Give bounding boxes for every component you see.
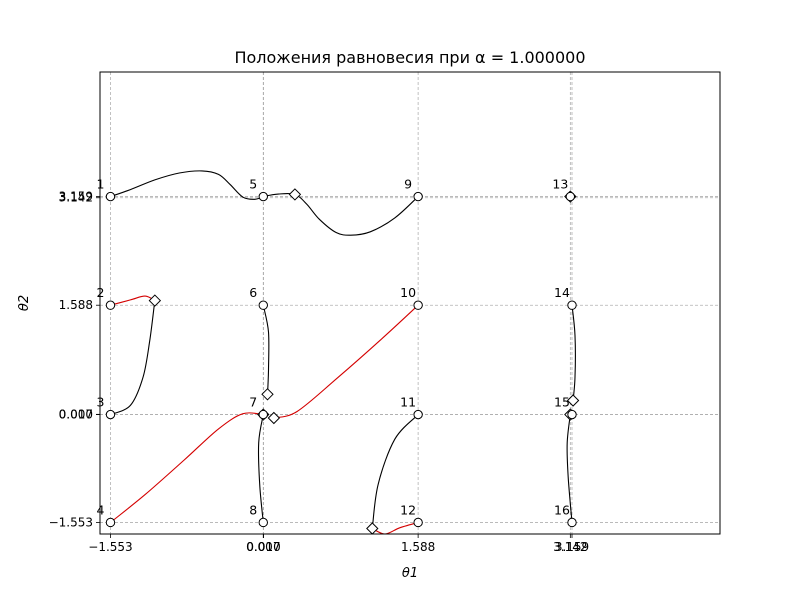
equilibrium-point-label: 4 [97,502,105,517]
trajectory-line [110,170,264,200]
equilibrium-point [105,191,116,202]
equilibrium-point-label: 12 [400,502,416,517]
x-axis-label: θ1 [402,566,418,581]
equilibrium-point [565,191,576,202]
y-tick-label: −1.553 [49,515,93,529]
y-axis-label: θ2 [17,295,32,311]
equilibrium-point-label: 14 [554,285,570,300]
chart-title: Положения равновесия при α = 1.000000 [234,48,585,67]
equilibrium-point [105,409,116,420]
equilibrium-point-label: 10 [400,285,416,300]
equilibrium-point [258,300,268,310]
trajectory-line [262,305,270,395]
end-marker-diamond [261,388,274,401]
x-tick-label: −1.553 [88,540,132,554]
trajectory-line [571,305,576,401]
trajectory-line [371,414,419,529]
equilibrium-point [258,191,268,202]
equilibrium-point [258,517,268,528]
equilibrium-point-label: 9 [404,177,412,192]
trajectory-line [110,295,156,306]
equilibrium-point [105,300,116,310]
equilibrium-point-label: 5 [249,177,257,192]
equilibrium-point-label: 6 [249,285,257,300]
equilibrium-point [413,517,423,528]
trajectory-lines [110,170,576,535]
trajectory-line [110,300,156,416]
x-tick-label: 3.159 [555,540,589,554]
equilibrium-point [413,409,423,420]
equilibrium-point [413,191,423,202]
equilibrium-point [105,517,116,528]
y-tick-label: 3.159 [59,190,93,204]
equilibrium-point [258,409,268,420]
trajectory-line [263,192,419,236]
equilibrium-point-label: 7 [249,395,257,410]
equilibrium-point [413,300,423,310]
equilibrium-point [567,409,577,420]
equilibrium-point-label: 15 [554,395,570,410]
y-tick-label: 0.010 [59,407,93,421]
x-tick-label: 3.142 [553,540,587,554]
equilibrium-point-label: 13 [552,177,568,192]
end-marker-diamond [267,411,281,425]
y-tick-label: 0.007 [59,408,93,422]
trajectory-line [257,414,264,523]
equilibrium-point [567,517,577,528]
y-tick-label: 3.142 [59,191,93,205]
end-marker-diamond [148,294,162,307]
equilibrium-point-label: 16 [554,502,570,517]
x-tick-label: 0.010 [246,540,280,554]
trajectory-line [372,521,419,535]
end-marker-diamond [566,394,580,407]
x-tick-label: 1.588 [401,540,435,554]
plot-frame [99,71,721,535]
y-tick-label: 1.588 [59,298,93,312]
end-marker-diamond [288,188,302,201]
equilibrium-point [567,300,577,310]
x-tick-label: 0.007 [246,540,280,554]
trajectory-line [273,304,419,419]
equilibrium-point-label: 11 [400,395,416,410]
equilibrium-point-label: 8 [249,502,257,517]
trajectory-line [566,414,573,523]
trajectory-line [110,412,264,523]
